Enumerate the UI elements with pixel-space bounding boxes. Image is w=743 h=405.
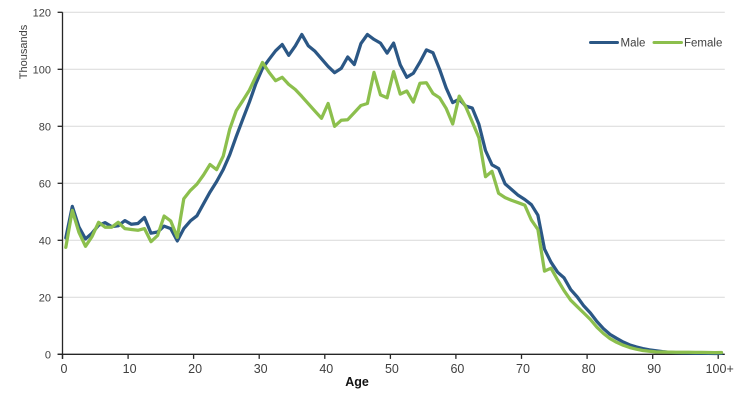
- svg-text:100+: 100+: [706, 362, 734, 376]
- svg-text:10: 10: [123, 362, 137, 376]
- svg-text:Male: Male: [621, 38, 646, 50]
- svg-text:100: 100: [33, 64, 51, 76]
- svg-text:30: 30: [254, 362, 268, 376]
- svg-text:60: 60: [39, 178, 51, 190]
- svg-text:0: 0: [61, 362, 68, 376]
- svg-text:50: 50: [385, 362, 399, 376]
- svg-text:80: 80: [582, 362, 596, 376]
- svg-text:Age: Age: [345, 375, 369, 389]
- svg-text:120: 120: [33, 7, 51, 19]
- svg-text:Thousands: Thousands: [18, 24, 30, 79]
- svg-text:90: 90: [647, 362, 661, 376]
- svg-text:0: 0: [45, 349, 51, 361]
- svg-text:40: 40: [39, 235, 51, 247]
- svg-text:20: 20: [188, 362, 202, 376]
- svg-text:40: 40: [319, 362, 333, 376]
- svg-text:60: 60: [450, 362, 464, 376]
- svg-text:Female: Female: [684, 38, 722, 50]
- svg-text:20: 20: [39, 292, 51, 304]
- svg-text:70: 70: [516, 362, 530, 376]
- svg-text:80: 80: [39, 121, 51, 133]
